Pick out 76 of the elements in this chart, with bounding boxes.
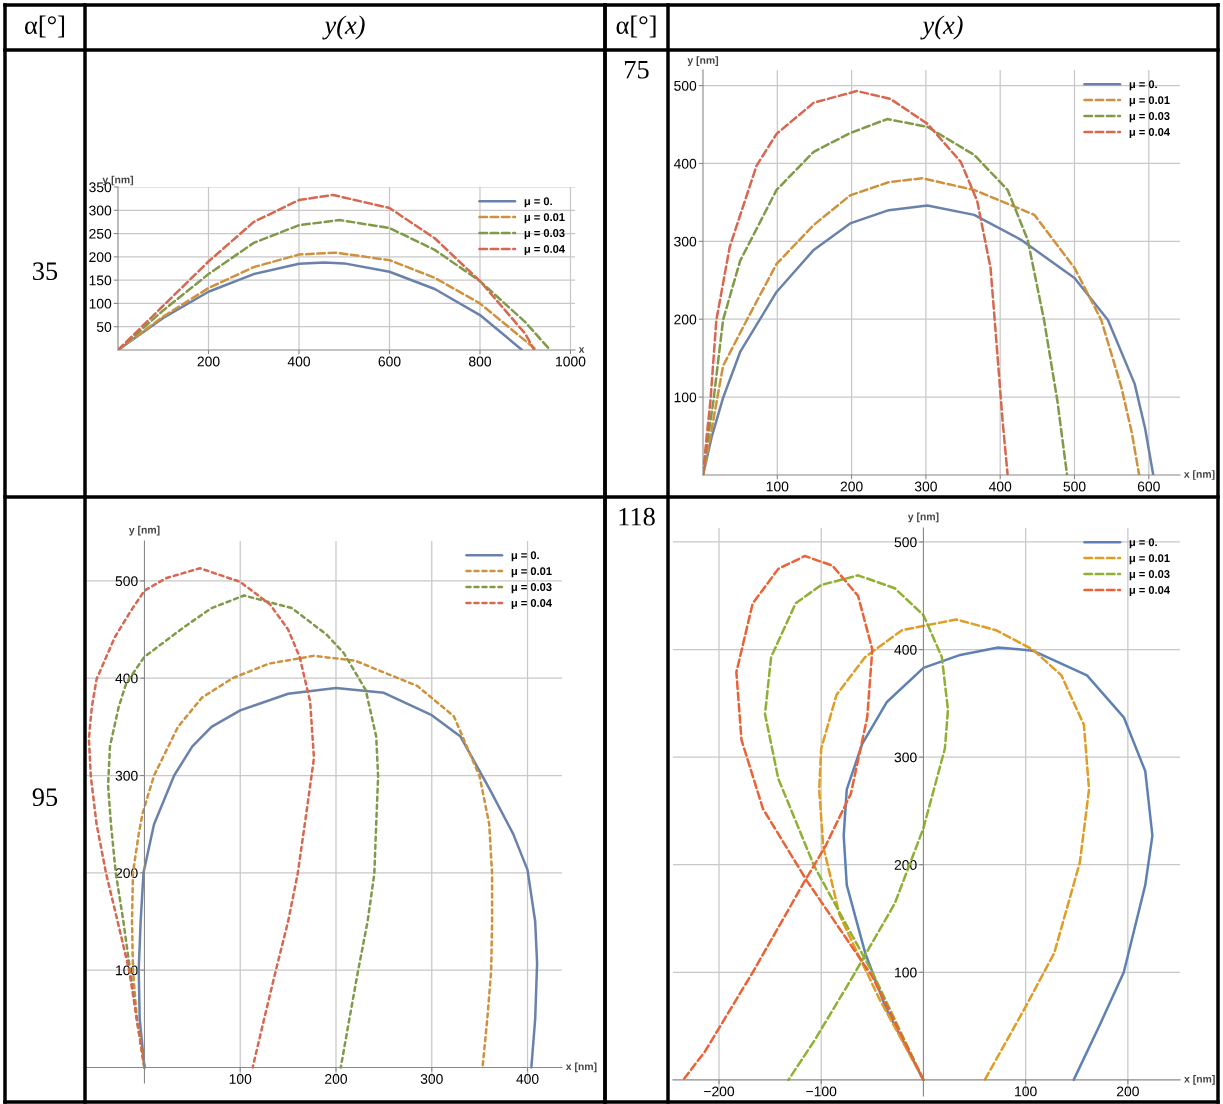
text: 118	[619, 507, 655, 526]
x-tick-label: 600	[1137, 481, 1160, 492]
x-tick-label: 300	[420, 1074, 443, 1084]
x-tick-label: 200	[325, 1074, 348, 1084]
y-tick-label: 400	[673, 158, 697, 169]
y-tick-label: 400	[894, 644, 917, 655]
text: y(x)	[322, 15, 365, 40]
legend-label: μ = 0.04	[511, 599, 552, 610]
x-tick-label: 800	[469, 356, 492, 367]
y-tick-label: 100	[674, 392, 697, 403]
y-tick-label: 200	[674, 314, 697, 325]
line-series	[817, 618, 1091, 1082]
x-tick-label: −200	[704, 1086, 735, 1097]
legend-label: μ = 0.04	[1129, 128, 1170, 139]
text: 95	[32, 788, 58, 807]
line-series	[703, 117, 1069, 475]
line-series	[87, 567, 316, 1069]
x-tick-label: 400	[988, 481, 1012, 492]
x-axis-title: x	[578, 347, 585, 353]
x-tick-label: 200	[840, 481, 863, 492]
x-tick-label: 100	[229, 1074, 252, 1084]
x-tick-label: 400	[516, 1074, 539, 1084]
y-tick-label: 250	[89, 228, 112, 239]
legend-label: μ = 0.03	[524, 229, 565, 240]
y-tick-label: 500	[674, 80, 697, 91]
x-tick-label: 600	[378, 356, 401, 367]
x-axis-title: x [nm]	[1183, 470, 1215, 480]
line-series	[118, 193, 536, 350]
legend-label: μ = 0.01	[511, 567, 552, 578]
legend-label: μ = 0.01	[1129, 96, 1170, 107]
y-tick-label: 300	[674, 236, 697, 247]
y-tick-label: 300	[894, 752, 917, 763]
y-tick-label: 100	[89, 298, 112, 309]
text: α[°]	[616, 15, 656, 38]
x-tick-label: 300	[914, 481, 937, 492]
legend-label: μ = 0.	[511, 551, 539, 562]
y-tick-label: 50	[96, 322, 112, 332]
x-tick-label: 200	[197, 356, 220, 367]
y-tick-label: 500	[115, 576, 138, 587]
y-tick-label: 300	[115, 770, 138, 781]
y-tick-label: 500	[894, 537, 917, 548]
x-tick-label: 400	[287, 356, 311, 367]
text: 35	[33, 262, 58, 281]
legend-label: μ = 0.01	[524, 213, 565, 224]
y-tick-label: 200	[89, 252, 112, 263]
line-series	[681, 554, 925, 1082]
x-axis-title: x [nm]	[565, 1062, 597, 1073]
line-series	[106, 594, 380, 1069]
y-axis-title: y [nm]	[687, 56, 719, 66]
legend-label: μ = 0.	[524, 197, 552, 208]
text: y(x)	[920, 15, 963, 40]
y-tick-label: 150	[89, 275, 112, 286]
x-tick-label: 100	[766, 481, 789, 492]
x-axis-title: x [nm]	[1184, 1075, 1215, 1085]
legend-label: μ = 0.	[1129, 538, 1157, 549]
text: 75	[625, 61, 649, 79]
x-tick-label: 1000	[556, 356, 586, 367]
legend-label: μ = 0.	[1129, 80, 1157, 91]
x-tick-label: −100	[806, 1086, 837, 1097]
x-tick-label: 500	[1063, 481, 1086, 492]
legend-label: μ = 0.03	[1129, 112, 1170, 123]
line-series	[763, 574, 950, 1082]
line-series	[137, 686, 539, 1069]
legend-label: μ = 0.01	[1129, 554, 1170, 565]
y-axis-title: y [nm]	[128, 525, 160, 536]
legend-label: μ = 0.03	[1129, 570, 1170, 581]
legend-label: μ = 0.04	[1129, 586, 1170, 597]
y-tick-label: 100	[895, 967, 917, 978]
x-tick-label: 100	[1015, 1086, 1037, 1097]
y-tick-label: 300	[89, 205, 112, 216]
text: α[°]	[25, 15, 65, 38]
x-tick-label: 200	[1116, 1086, 1139, 1097]
line-series	[703, 89, 1009, 475]
y-axis-title: y [nm]	[907, 512, 939, 523]
legend-label: μ = 0.04	[524, 245, 565, 256]
legend-label: μ = 0.03	[511, 583, 552, 594]
